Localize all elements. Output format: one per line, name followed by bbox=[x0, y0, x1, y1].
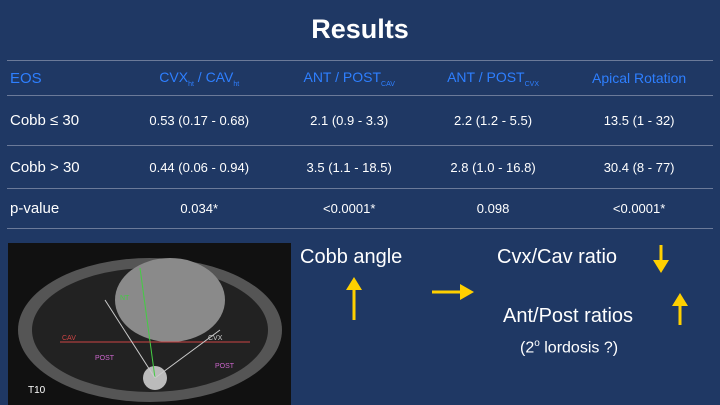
table-row: Cobb > 30 0.44 (0.06 - 0.94) 3.5 (1.1 - 18… bbox=[7, 145, 713, 189]
table-cell: 0.44 (0.06 - 0.94) bbox=[120, 145, 278, 189]
table-cell: 2.2 (1.2 - 5.5) bbox=[420, 95, 566, 146]
header-cell: Apical Rotation bbox=[565, 60, 713, 96]
script-text: CVX bbox=[524, 80, 540, 88]
text: ANT / POST bbox=[447, 68, 525, 85]
table-cell: Cobb ≤ 30 bbox=[7, 95, 121, 146]
image-label: NT bbox=[120, 295, 130, 302]
table-cell: 30.4 (8 - 77) bbox=[565, 145, 713, 189]
text: lordosis ?) bbox=[539, 339, 619, 357]
up-arrow-head bbox=[346, 277, 362, 290]
arrows bbox=[346, 245, 688, 325]
text: (2 bbox=[520, 339, 535, 357]
image-label: CAV bbox=[62, 335, 76, 342]
ct-line bbox=[104, 299, 156, 379]
table-row: Cobb ≤ 30 0.53 (0.17 - 0.68) 2.1 (0.9 - 3.… bbox=[7, 95, 713, 146]
ct-line bbox=[154, 329, 221, 379]
table-cell: 13.5 (1 - 32) bbox=[565, 95, 713, 146]
ct-heart bbox=[115, 258, 225, 342]
table-cell: 2.8 (1.0 - 16.8) bbox=[420, 145, 566, 189]
note: Cvx/Cav ratio bbox=[497, 246, 618, 268]
note: (2o lordosis ?) bbox=[520, 338, 618, 357]
table-cell: <0.0001* bbox=[277, 188, 421, 229]
text: EOS bbox=[10, 69, 42, 87]
header-cell: EOS bbox=[7, 60, 121, 96]
script-text: o bbox=[534, 338, 540, 349]
results-table: EOS CVXht / CAVht ANT / POSTCAV ANT / POSTC… bbox=[7, 60, 713, 229]
header-cell: CVXht / CAVht bbox=[120, 60, 278, 96]
table-cell: 0.034* bbox=[120, 188, 278, 229]
text: CVX bbox=[159, 68, 189, 85]
text: / CAV bbox=[193, 68, 234, 85]
header-row: EOS CVXht / CAVht ANT / POSTCAV ANT / POSTC… bbox=[7, 60, 713, 96]
image-label: POST bbox=[215, 363, 235, 370]
table-cell: 0.098 bbox=[420, 188, 566, 229]
table-row: p-value 0.034* <0.0001* 0.098 <0.0001* bbox=[7, 188, 713, 229]
image-label: POST bbox=[95, 355, 115, 362]
text: Apical Rotation bbox=[592, 70, 687, 86]
script-text: ht bbox=[233, 80, 240, 88]
right-arrow-head bbox=[460, 284, 474, 300]
title: Results bbox=[311, 14, 409, 44]
image-label: T10 bbox=[28, 385, 46, 396]
table-cell: 0.53 (0.17 - 0.68) bbox=[120, 95, 278, 146]
text: ANT / POST bbox=[303, 68, 382, 85]
image-label: CVX bbox=[208, 335, 223, 342]
table-cell: p-value bbox=[7, 188, 121, 229]
up-arrow-head bbox=[672, 293, 688, 306]
script-text: CAV bbox=[381, 80, 395, 88]
down-arrow-head bbox=[653, 260, 669, 273]
table-cell: <0.0001* bbox=[565, 188, 713, 229]
note: Cobb angle bbox=[300, 246, 403, 268]
ct-line bbox=[139, 267, 156, 379]
note: Ant/Post ratios bbox=[503, 305, 634, 327]
script-text: ht bbox=[188, 80, 194, 88]
header-cell: ANT / POSTCVX bbox=[420, 60, 566, 96]
table-cell: 3.5 (1.1 - 18.5) bbox=[277, 145, 421, 189]
table-cell: 2.1 (0.9 - 3.3) bbox=[277, 95, 421, 146]
